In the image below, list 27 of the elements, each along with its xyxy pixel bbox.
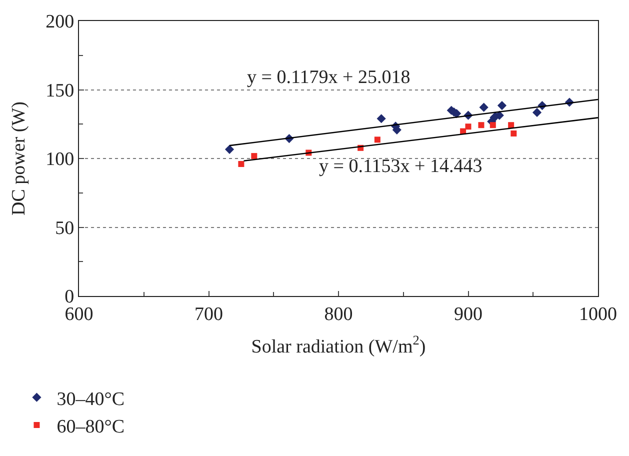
point [508, 122, 514, 128]
point [490, 122, 496, 128]
x-axis-title: Solar radiation (W/m$^{2}$) [251, 332, 426, 358]
x-tick-label: 1000 [579, 304, 617, 325]
point [376, 114, 386, 124]
annotation: y = 0.1179x + 25.018 [247, 67, 410, 88]
point [374, 136, 380, 143]
y-tick-label: 50 [55, 218, 74, 239]
y-axis-title: DC power (W) [8, 102, 30, 216]
x-tick-label: 900 [454, 304, 482, 325]
y-tick-label: 100 [46, 149, 74, 170]
legend-label: 60–80°C [56, 416, 124, 438]
x-tick-label: 800 [324, 304, 353, 325]
point [251, 153, 258, 160]
point [478, 122, 484, 128]
annotation: y = 0.1153x + 14.443 [319, 156, 482, 177]
point [497, 101, 507, 110]
point [479, 102, 488, 112]
legend-label: 30–40°C [56, 388, 124, 410]
point [238, 161, 244, 167]
point [510, 130, 517, 136]
y-tick-label: 200 [46, 12, 74, 33]
point [465, 124, 472, 130]
y-tick-label: 150 [46, 80, 74, 102]
x-tick-label: 700 [194, 304, 223, 325]
point [532, 108, 542, 117]
point [224, 144, 234, 154]
